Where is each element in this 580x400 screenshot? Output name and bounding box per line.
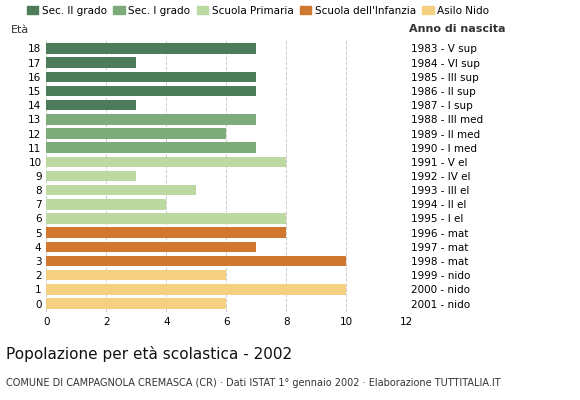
Text: Anno di nascita: Anno di nascita bbox=[409, 24, 505, 34]
Bar bbox=[46, 199, 166, 210]
Bar bbox=[46, 43, 256, 54]
Bar bbox=[46, 227, 286, 238]
Bar bbox=[46, 185, 196, 196]
Bar bbox=[46, 298, 226, 309]
Bar bbox=[46, 156, 286, 167]
Text: Età: Età bbox=[10, 24, 28, 34]
Bar bbox=[46, 270, 226, 280]
Bar bbox=[46, 128, 226, 139]
Bar bbox=[46, 256, 346, 266]
Bar bbox=[46, 86, 256, 96]
Bar bbox=[46, 100, 136, 110]
Bar bbox=[46, 242, 256, 252]
Text: COMUNE DI CAMPAGNOLA CREMASCA (CR) · Dati ISTAT 1° gennaio 2002 · Elaborazione T: COMUNE DI CAMPAGNOLA CREMASCA (CR) · Dat… bbox=[6, 378, 501, 388]
Text: Popolazione per età scolastica - 2002: Popolazione per età scolastica - 2002 bbox=[6, 346, 292, 362]
Bar bbox=[46, 72, 256, 82]
Bar bbox=[46, 284, 346, 295]
Bar bbox=[46, 114, 256, 125]
Bar bbox=[46, 142, 256, 153]
Bar bbox=[46, 171, 136, 181]
Legend: Sec. II grado, Sec. I grado, Scuola Primaria, Scuola dell'Infanzia, Asilo Nido: Sec. II grado, Sec. I grado, Scuola Prim… bbox=[23, 2, 494, 20]
Bar bbox=[46, 57, 136, 68]
Bar bbox=[46, 213, 286, 224]
